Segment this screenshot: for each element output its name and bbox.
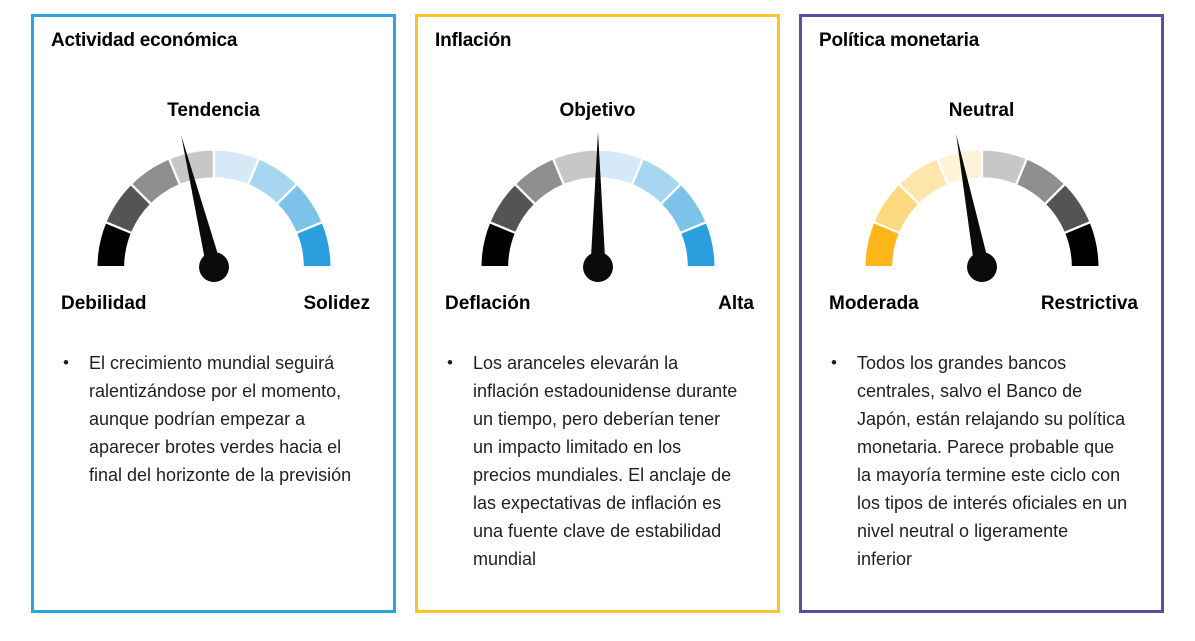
gauge-needle-hub <box>966 252 997 283</box>
gauge-chart-politica <box>862 134 1101 283</box>
bullet-marker: • <box>831 353 837 372</box>
gauge-top-label: Objetivo <box>559 100 636 121</box>
bullet-list: • El crecimiento mundial seguirá ralenti… <box>51 349 376 489</box>
bullet-item: • El crecimiento mundial seguirá ralenti… <box>63 349 360 489</box>
gauge-chart-inflacion <box>478 131 717 283</box>
gauge-right-label: Solidez <box>303 293 370 314</box>
gauge-segment <box>294 220 333 269</box>
gauge-top-label: Neutral <box>948 100 1015 121</box>
gauge-segment <box>1062 220 1101 269</box>
gauge-left-label: Moderada <box>829 293 919 314</box>
gauge-axis-labels: Deflación Alta <box>435 293 760 315</box>
bullet-marker: • <box>447 353 453 372</box>
gauge-needle <box>589 131 606 268</box>
gauge-needle <box>180 135 221 269</box>
bullet-text: Los aranceles elevarán la inflación esta… <box>473 353 738 569</box>
gauge-left-label: Deflación <box>445 293 531 314</box>
gauge-needle-hub <box>198 252 229 283</box>
gauge-left-label: Debilidad <box>61 293 147 314</box>
panel-title: Inflación <box>435 30 512 51</box>
gauge-axis-labels: Debilidad Solidez <box>51 293 376 315</box>
gauge-top-label: Tendencia <box>167 100 260 121</box>
panel-title: Política monetaria <box>819 30 980 51</box>
gauge-chart-actividad <box>94 135 333 283</box>
panel-title: Actividad económica <box>51 30 238 51</box>
gauge-axis-labels: Moderada Restrictiva <box>819 293 1144 315</box>
bullet-marker: • <box>63 353 69 372</box>
panel-politica-monetaria: Política monetaria Neutral Moderada Rest… <box>799 14 1164 613</box>
gauge-needle <box>955 134 989 269</box>
bullet-text: El crecimiento mundial seguirá ralentizá… <box>89 353 352 485</box>
bullet-list: • Los aranceles elevarán la inflación es… <box>435 349 760 573</box>
panel-actividad-economica: Actividad económica Tendencia Debilidad … <box>31 14 396 613</box>
bullet-text: Todos los grandes bancos centrales, salv… <box>857 353 1128 569</box>
gauge-needle-hub <box>582 252 613 283</box>
bullet-list: • Todos los grandes bancos centrales, sa… <box>819 349 1144 573</box>
gauge-right-label: Alta <box>718 293 754 314</box>
bullet-item: • Los aranceles elevarán la inflación es… <box>447 349 744 573</box>
gauge-right-label: Restrictiva <box>1040 293 1138 314</box>
panel-inflacion: Inflación Objetivo Deflación Alta • Los … <box>415 14 780 613</box>
gauge-segment <box>678 220 717 269</box>
bullet-item: • Todos los grandes bancos centrales, sa… <box>831 349 1128 573</box>
